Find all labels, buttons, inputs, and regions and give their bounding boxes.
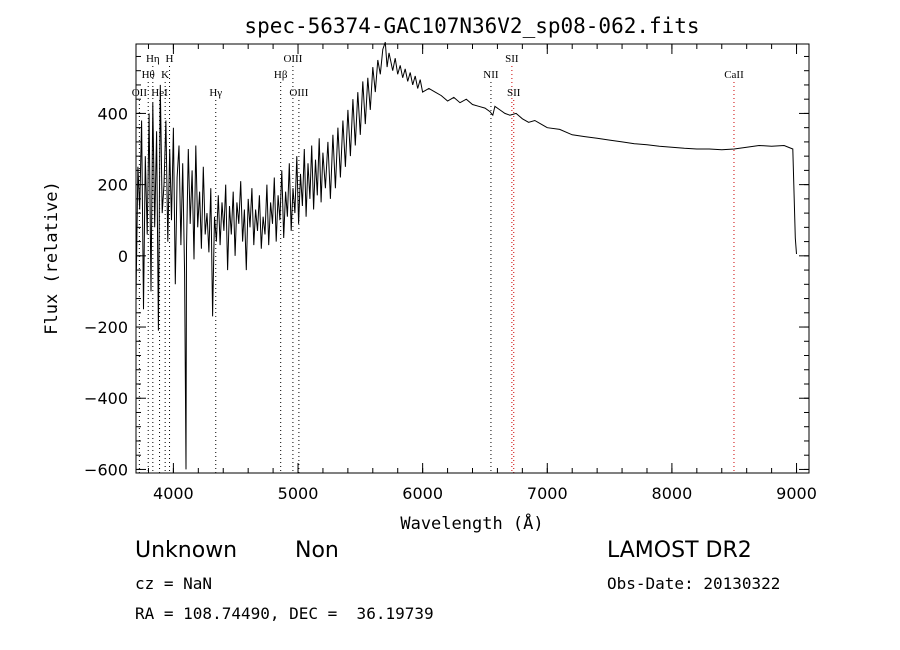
spectral-line-markers <box>138 66 735 473</box>
marker-label-3: HeI <box>151 87 168 99</box>
marker-label-8: OIII <box>283 53 302 65</box>
survey-name: LAMOST DR2 <box>607 538 752 563</box>
minor-ticks <box>136 44 809 473</box>
y-tick-label--400: −400 <box>84 389 128 408</box>
object-type: Unknown <box>135 538 238 563</box>
x-tick-label-8000: 8000 <box>652 484 693 503</box>
x-tick-label-7000: 7000 <box>527 484 568 503</box>
x-tick-label-9000: 9000 <box>776 484 817 503</box>
plot-frame <box>135 43 810 474</box>
marker-label-13: CaII <box>724 69 744 81</box>
y-tick-label--600: −600 <box>84 460 128 479</box>
x-tick-label-5000: 5000 <box>278 484 319 503</box>
ra-dec-coordinates: RA = 108.74490, DEC = 36.19739 <box>135 604 434 623</box>
marker-label-7: Hβ <box>274 69 288 81</box>
x-axis-label: Wavelength (Å) <box>400 512 543 534</box>
y-axis-label: Flux (relative) <box>42 181 62 335</box>
object-class: Non <box>295 538 339 563</box>
y-tick-label-200: 200 <box>97 176 128 195</box>
y-tick-label-0: 0 <box>118 247 128 266</box>
marker-label-2: Hη <box>146 53 160 65</box>
x-axis-ticks: 4000 5000 6000 7000 8000 9000 <box>153 44 817 503</box>
marker-label-4: K <box>161 69 169 81</box>
y-axis-ticks: −600 −400 −200 0 200 400 <box>84 104 809 479</box>
marker-label-10: NII <box>483 69 499 81</box>
x-tick-label-4000: 4000 <box>153 484 194 503</box>
y-tick-label--200: −200 <box>84 318 128 337</box>
y-tick-label-400: 400 <box>97 104 128 123</box>
observation-date: Obs-Date: 20130322 <box>607 574 781 593</box>
marker-label-6: Hγ <box>209 87 222 99</box>
marker-label-11: SII <box>505 53 519 65</box>
marker-label-0: OII <box>132 87 148 99</box>
chart-title: spec-56374-GAC107N36V2_sp08-062.fits <box>244 14 699 38</box>
spectrum-flux-line <box>135 42 797 470</box>
marker-label-1: Hθ <box>142 69 155 81</box>
redshift-cz: cz = NaN <box>135 574 213 593</box>
marker-label-9: OIII <box>289 87 308 99</box>
marker-label-12: SII <box>507 87 521 99</box>
marker-label-5: H <box>166 53 174 65</box>
x-tick-label-6000: 6000 <box>402 484 443 503</box>
